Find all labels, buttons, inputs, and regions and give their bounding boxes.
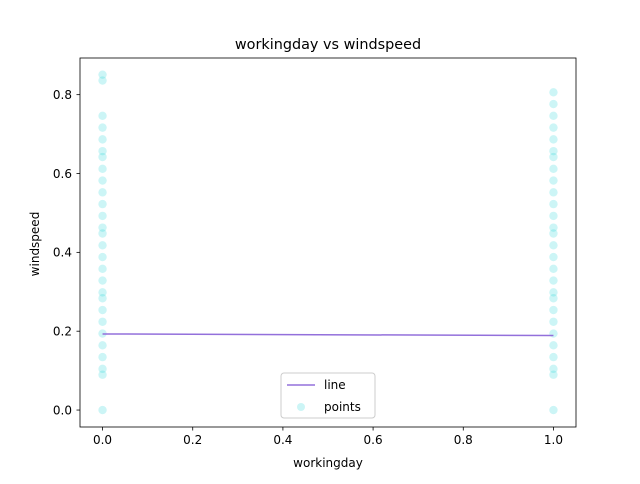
scatter-point [549, 176, 558, 185]
x-tick-label: 0.6 [364, 433, 383, 447]
scatter-point [98, 188, 107, 197]
scatter-point [549, 229, 558, 238]
scatter-point [98, 135, 107, 144]
scatter-point [549, 211, 558, 221]
scatter-point [549, 329, 558, 338]
scatter-point [98, 176, 107, 185]
scatter-point [98, 211, 107, 221]
y-tick-label: 0.6 [53, 167, 72, 181]
x-axis: 0.0 0.2 0.4 0.6 0.8 1.0 [93, 427, 563, 447]
scatter-point [549, 352, 558, 362]
x-tick-label: 0.0 [93, 433, 112, 447]
scatter-point [549, 405, 558, 415]
scatter-point [549, 223, 558, 232]
scatter-point [98, 229, 107, 238]
scatter-point [549, 341, 558, 350]
y-tick-label: 0.8 [53, 88, 72, 102]
legend-marker-swatch [297, 403, 305, 411]
scatter-point [549, 135, 558, 144]
scatter-point [549, 99, 558, 109]
scatter-point [549, 364, 558, 374]
scatter-point [549, 276, 558, 285]
scatter-point [98, 111, 107, 121]
scatter-point [98, 164, 107, 174]
scatter-point [98, 264, 107, 274]
y-axis-label: windspeed [28, 212, 42, 277]
plot-area [79, 57, 577, 428]
y-axis: 0.0 0.2 0.4 0.6 0.8 [53, 88, 80, 417]
scatter-point [98, 370, 107, 379]
scatter-point [549, 264, 558, 274]
legend: line points [280, 372, 376, 419]
legend-label-points: points [324, 400, 361, 414]
scatter-point [549, 123, 558, 132]
scatter-point [98, 364, 107, 374]
scatter-point [549, 305, 558, 315]
plot-frame [79, 57, 577, 428]
y-tick-label: 0.2 [53, 325, 72, 339]
scatter-point [98, 223, 107, 232]
scatter-point [98, 152, 107, 162]
scatter-point [98, 329, 107, 338]
x-axis-label: workingday [293, 456, 363, 470]
chart-title: workingday vs windspeed [235, 37, 421, 53]
scatter-point [549, 288, 558, 297]
scatter-point [98, 317, 107, 326]
scatter-point [98, 405, 107, 415]
scatter-point [98, 70, 107, 79]
x-tick-label: 0.2 [183, 433, 202, 447]
scatter-point [98, 305, 107, 315]
series-line [102, 333, 554, 337]
scatter-point [549, 152, 558, 162]
scatter-point [98, 146, 107, 156]
scatter-point [98, 241, 107, 250]
scatter-point [549, 164, 558, 174]
legend-label-line: line [324, 378, 346, 392]
scatter-point [549, 188, 558, 197]
scatter-point [98, 276, 107, 285]
scatter-point [98, 252, 107, 262]
scatter-point [549, 317, 558, 326]
scatter-point [98, 294, 107, 303]
scatter-point [98, 288, 107, 297]
scatter-point [549, 294, 558, 303]
scatter-point [549, 370, 558, 379]
scatter-point [549, 241, 558, 250]
scatter-point [98, 352, 107, 362]
scatter-point [549, 111, 558, 121]
scatter-point [549, 199, 558, 209]
scatter-point [549, 252, 558, 262]
scatter-point [549, 88, 558, 97]
scatter-point [98, 199, 107, 209]
scatter-point [549, 146, 558, 156]
y-tick-label: 0.4 [53, 246, 72, 260]
scatter-point [98, 341, 107, 350]
scatter-point [98, 76, 107, 85]
y-tick-label: 0.0 [53, 403, 72, 417]
x-tick-label: 1.0 [544, 433, 563, 447]
x-tick-label: 0.4 [273, 433, 292, 447]
scatter-point [98, 123, 107, 132]
x-tick-label: 0.8 [454, 433, 473, 447]
